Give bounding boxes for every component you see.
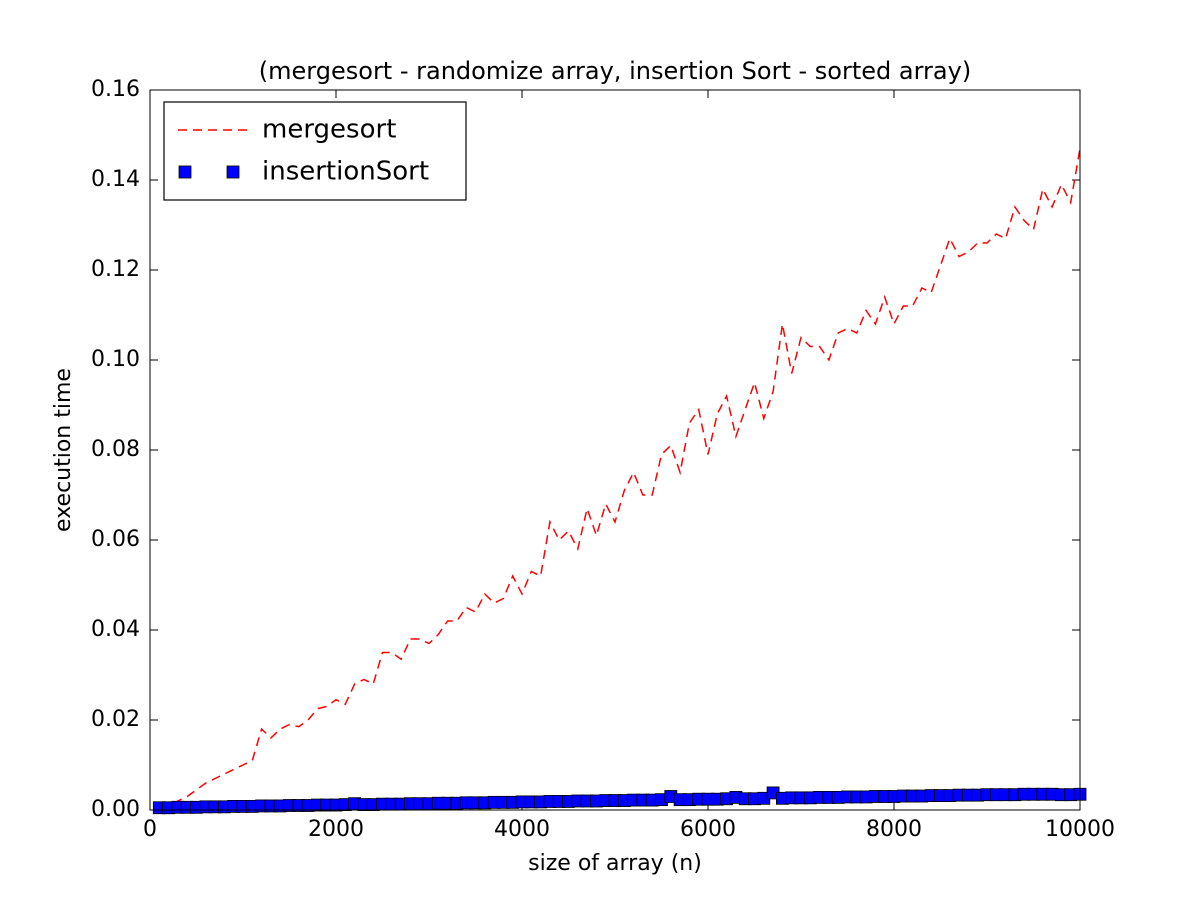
y-tick-label: 0.02 [91,707,140,732]
y-tick-label: 0.16 [91,77,140,102]
x-tick-label: 4000 [494,817,550,842]
x-tick-label: 10000 [1045,817,1115,842]
y-tick-label: 0.06 [91,527,140,552]
y-tick-label: 0.04 [91,617,140,642]
x-tick-label: 8000 [866,817,922,842]
series-line [159,148,1081,809]
legend-swatch [178,165,192,179]
y-tick-label: 0.08 [91,437,140,462]
legend-box [163,101,467,201]
chart-title: (mergesort - randomize array, insertion … [259,57,971,85]
x-tick-label: 2000 [308,817,364,842]
y-axis-label: execution time [51,368,76,532]
y-tick-label: 0.14 [91,167,140,192]
legend-swatch [226,165,240,179]
y-tick-label: 0.12 [91,257,140,282]
x-axis-label: size of array (n) [528,851,702,876]
legend-label: insertionSort [262,157,429,187]
x-tick-label: 0 [143,817,157,842]
legend-label: mergesort [262,115,396,145]
y-tick-label: 0.00 [91,797,140,822]
x-tick-label: 6000 [680,817,736,842]
y-tick-label: 0.10 [91,347,140,372]
plot-frame [149,89,1081,811]
